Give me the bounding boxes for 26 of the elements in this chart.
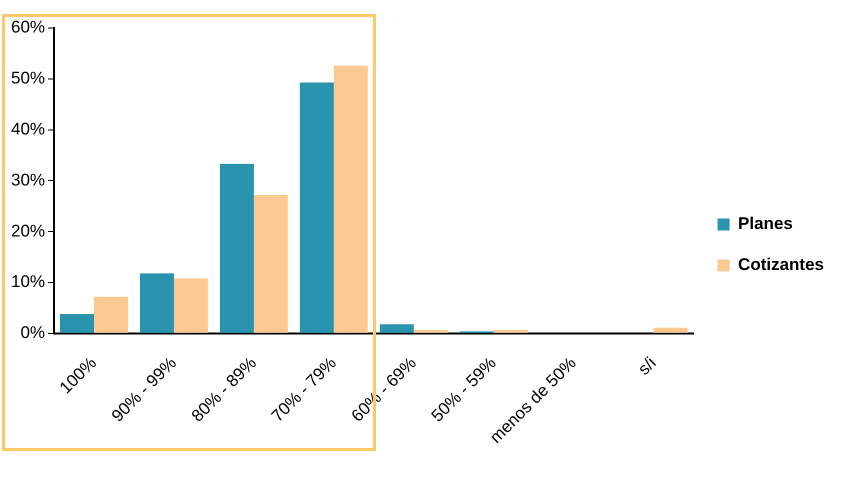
bar — [494, 330, 528, 333]
legend-label: Planes — [738, 214, 793, 234]
y-tick-label: 20% — [10, 221, 46, 240]
bar — [380, 324, 414, 333]
x-tick-label: 90% - 99% — [108, 353, 180, 426]
x-tick-label: 80% - 89% — [188, 353, 260, 426]
bar — [60, 314, 94, 333]
y-tick-label: 40% — [10, 119, 46, 138]
x-tick-label: 50% - 59% — [428, 353, 500, 426]
bar — [140, 273, 174, 333]
y-tick-label: 60% — [10, 18, 46, 37]
bar — [174, 278, 208, 333]
bar — [300, 82, 334, 333]
x-tick-label: s/i — [634, 353, 660, 379]
bar — [254, 194, 288, 333]
x-tick-label: 70% - 79% — [268, 353, 340, 426]
bar — [414, 330, 448, 333]
y-tick-label: 50% — [10, 68, 46, 88]
y-tick-label: 10% — [10, 272, 46, 292]
bar — [654, 328, 688, 333]
bar — [334, 66, 368, 333]
y-tick-label: 0% — [20, 323, 46, 342]
bar — [220, 164, 254, 333]
legend-label: Cotizantes — [738, 255, 824, 274]
bar — [94, 296, 128, 333]
y-tick-label: 30% — [10, 170, 46, 190]
